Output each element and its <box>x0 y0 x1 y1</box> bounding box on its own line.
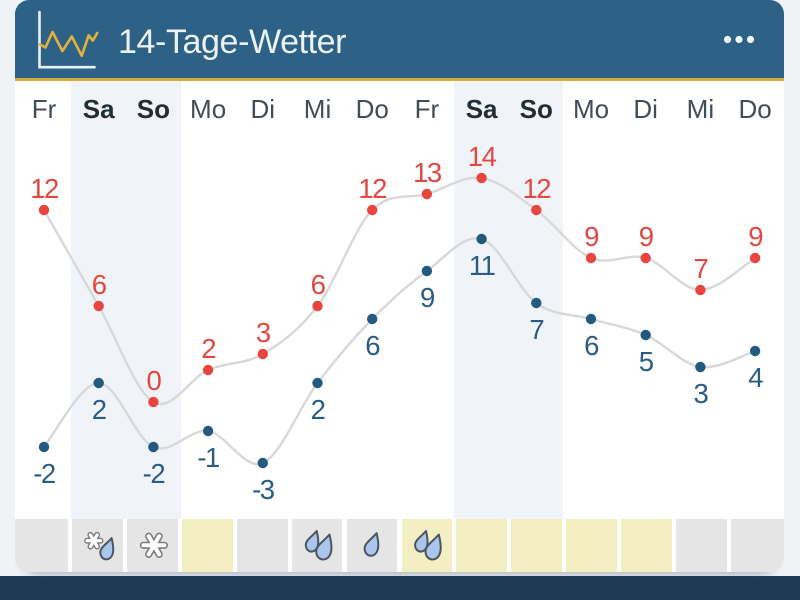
svg-text:Sa: Sa <box>466 94 498 124</box>
svg-text:Do: Do <box>738 94 771 124</box>
svg-text:9: 9 <box>420 282 434 313</box>
svg-text:3: 3 <box>694 378 709 409</box>
svg-text:So: So <box>520 94 553 124</box>
svg-text:5: 5 <box>639 346 654 377</box>
svg-text:Do: Do <box>356 94 389 124</box>
svg-text:6: 6 <box>584 330 599 361</box>
svg-text:Mo: Mo <box>573 94 609 124</box>
svg-text:Fr: Fr <box>32 94 57 124</box>
svg-text:7: 7 <box>529 314 543 345</box>
svg-text:Fr: Fr <box>415 94 440 124</box>
svg-text:Mi: Mi <box>687 94 714 124</box>
svg-text:Di: Di <box>633 94 658 124</box>
svg-text:6: 6 <box>365 330 380 361</box>
svg-text:12: 12 <box>523 173 551 204</box>
svg-text:11: 11 <box>469 250 495 281</box>
svg-text:12: 12 <box>358 173 386 204</box>
svg-text:14: 14 <box>468 141 497 172</box>
svg-text:2: 2 <box>92 394 106 425</box>
svg-text:7: 7 <box>694 253 708 284</box>
svg-text:9: 9 <box>748 221 762 252</box>
svg-text:3: 3 <box>256 317 271 348</box>
svg-text:4: 4 <box>748 362 763 393</box>
svg-text:-3: -3 <box>252 474 275 505</box>
svg-text:9: 9 <box>639 221 653 252</box>
svg-text:2: 2 <box>311 394 325 425</box>
svg-text:6: 6 <box>311 269 326 300</box>
svg-text:-2: -2 <box>143 458 165 489</box>
svg-text:Mo: Mo <box>190 94 226 124</box>
svg-text:So: So <box>137 94 170 124</box>
svg-text:6: 6 <box>92 269 107 300</box>
svg-text:0: 0 <box>147 365 162 396</box>
svg-text:-2: -2 <box>33 458 55 489</box>
svg-text:Di: Di <box>251 94 276 124</box>
svg-text:13: 13 <box>413 157 442 188</box>
svg-text:Mi: Mi <box>304 94 331 124</box>
svg-text:Sa: Sa <box>83 94 115 124</box>
svg-text:12: 12 <box>30 173 58 204</box>
svg-text:2: 2 <box>201 333 215 364</box>
svg-text:-1: -1 <box>197 442 219 473</box>
svg-text:9: 9 <box>584 221 598 252</box>
